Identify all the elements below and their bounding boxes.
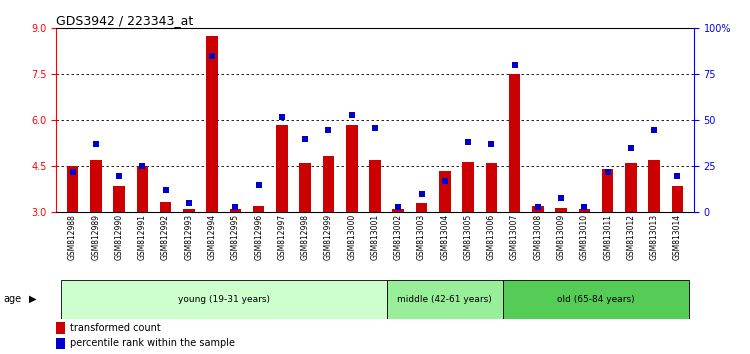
Text: GSM812993: GSM812993 (184, 214, 194, 260)
Bar (90, 160, 101, 212)
Bar (346, 125, 358, 212)
Bar (649, 160, 660, 212)
Bar (439, 171, 451, 212)
Point (322, 127, 334, 132)
Text: GSM813014: GSM813014 (673, 214, 682, 260)
Point (439, 178, 451, 184)
Text: GSM813008: GSM813008 (533, 214, 542, 260)
Point (625, 145, 637, 151)
Point (485, 142, 497, 147)
Point (602, 169, 613, 175)
Bar (485, 163, 497, 212)
Bar (369, 160, 381, 212)
Point (276, 114, 288, 120)
Bar (183, 209, 195, 212)
Point (183, 200, 195, 206)
Text: percentile rank within the sample: percentile rank within the sample (70, 338, 236, 348)
Point (462, 139, 474, 145)
Point (206, 53, 218, 59)
Text: GSM813005: GSM813005 (464, 214, 472, 260)
Text: GSM813013: GSM813013 (650, 214, 658, 260)
Bar (509, 74, 520, 212)
Point (555, 195, 567, 200)
Text: GSM813001: GSM813001 (370, 214, 380, 260)
Bar (532, 206, 544, 212)
Bar (416, 203, 428, 212)
Point (230, 204, 242, 210)
Bar (206, 36, 218, 212)
Point (532, 204, 544, 210)
Bar (578, 209, 590, 212)
Bar (462, 162, 474, 212)
Point (369, 125, 381, 131)
Text: GSM812992: GSM812992 (161, 214, 170, 260)
Text: old (65-84 years): old (65-84 years) (557, 295, 634, 304)
Text: GSM812996: GSM812996 (254, 214, 263, 260)
Bar (160, 202, 172, 212)
Text: GSM813012: GSM813012 (626, 214, 635, 260)
Text: ▶: ▶ (28, 294, 36, 304)
Text: GSM813009: GSM813009 (556, 214, 566, 260)
Point (346, 112, 358, 118)
Point (648, 127, 660, 132)
Text: transformed count: transformed count (70, 323, 161, 333)
Bar (61, 280, 387, 319)
Text: GSM812990: GSM812990 (115, 214, 124, 260)
Text: GSM813000: GSM813000 (347, 214, 356, 260)
Point (671, 173, 683, 178)
Point (416, 191, 428, 197)
Text: GSM813004: GSM813004 (440, 214, 449, 260)
Text: middle (42-61 years): middle (42-61 years) (398, 295, 492, 304)
Text: GSM813010: GSM813010 (580, 214, 589, 260)
Text: GSM813006: GSM813006 (487, 214, 496, 260)
Text: GSM813003: GSM813003 (417, 214, 426, 260)
Point (578, 204, 590, 210)
Bar (253, 206, 265, 212)
Point (299, 136, 311, 142)
Text: age: age (4, 294, 22, 304)
Bar (625, 163, 637, 212)
Point (67, 169, 79, 175)
Bar (113, 186, 125, 212)
Bar (503, 280, 689, 319)
Bar (392, 209, 404, 212)
Bar (67, 166, 78, 212)
Text: GSM812995: GSM812995 (231, 214, 240, 260)
Text: GSM812999: GSM812999 (324, 214, 333, 260)
Bar (299, 163, 311, 212)
Text: GSM812998: GSM812998 (301, 214, 310, 260)
Text: GSM813011: GSM813011 (603, 214, 612, 260)
Bar (387, 280, 503, 319)
Text: GDS3942 / 223343_at: GDS3942 / 223343_at (56, 14, 194, 27)
Text: GSM812988: GSM812988 (68, 214, 77, 259)
Bar (602, 170, 613, 212)
Point (90, 142, 102, 147)
Point (113, 173, 125, 178)
Text: young (19-31 years): young (19-31 years) (178, 295, 270, 304)
Text: GSM812991: GSM812991 (138, 214, 147, 260)
Point (392, 204, 404, 210)
Text: GSM812989: GSM812989 (92, 214, 100, 260)
Text: GSM812997: GSM812997 (278, 214, 286, 260)
Point (136, 164, 148, 169)
Bar (672, 186, 683, 212)
Point (253, 182, 265, 188)
Text: GSM812994: GSM812994 (208, 214, 217, 260)
Bar (56, 322, 64, 334)
Bar (136, 166, 148, 212)
Point (509, 62, 520, 68)
Bar (322, 156, 334, 212)
Bar (276, 125, 288, 212)
Bar (56, 337, 64, 349)
Text: GSM813002: GSM813002 (394, 214, 403, 260)
Bar (230, 209, 242, 212)
Text: GSM813007: GSM813007 (510, 214, 519, 260)
Point (160, 188, 172, 193)
Bar (555, 208, 567, 212)
